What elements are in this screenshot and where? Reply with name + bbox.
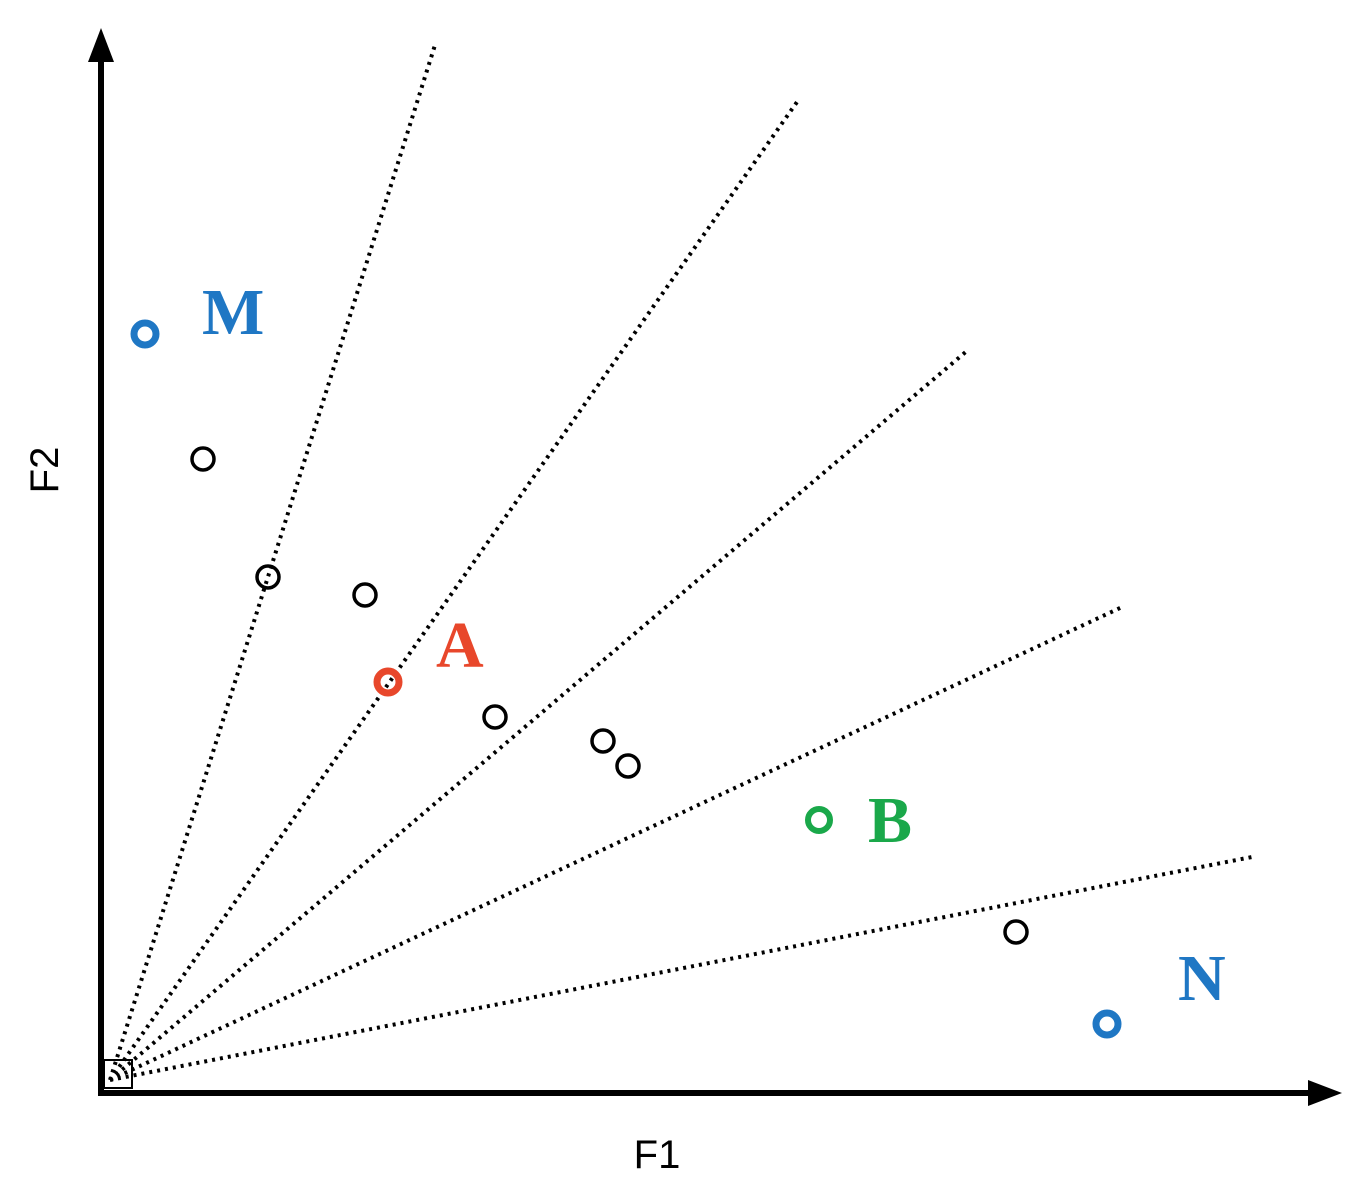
y-axis-label: F2 (23, 447, 67, 494)
ray-1 (108, 44, 437, 1081)
rays (108, 44, 1253, 1082)
point-N: N (1092, 942, 1226, 1039)
ray-2 (108, 100, 799, 1082)
axes (88, 28, 1342, 1106)
point-M-label: M (202, 276, 264, 349)
data-point (482, 704, 508, 730)
point-M-marker (130, 319, 160, 349)
point-B-label: B (868, 784, 912, 857)
point-B: B (805, 784, 912, 857)
point-B-marker (805, 806, 833, 834)
point-N-marker (1092, 1009, 1122, 1039)
point-A-marker (373, 667, 403, 697)
y-axis-arrowhead (88, 28, 114, 62)
x-axis-label: F1 (634, 1133, 681, 1177)
plain-points (190, 446, 1029, 945)
point-A: A (373, 609, 484, 697)
point-N-label: N (1178, 942, 1226, 1015)
x-axis-arrowhead (1308, 1080, 1342, 1106)
origin-marker (103, 1059, 133, 1089)
ray-4 (109, 605, 1123, 1082)
data-point (590, 728, 616, 754)
ray-3 (108, 348, 970, 1082)
point-A-label: A (436, 609, 484, 682)
data-point (615, 753, 641, 779)
data-point (255, 564, 281, 590)
data-point (1003, 919, 1029, 945)
ray-5 (109, 855, 1253, 1082)
point-M: M (130, 276, 264, 349)
data-point (352, 582, 378, 608)
data-point (190, 446, 216, 472)
